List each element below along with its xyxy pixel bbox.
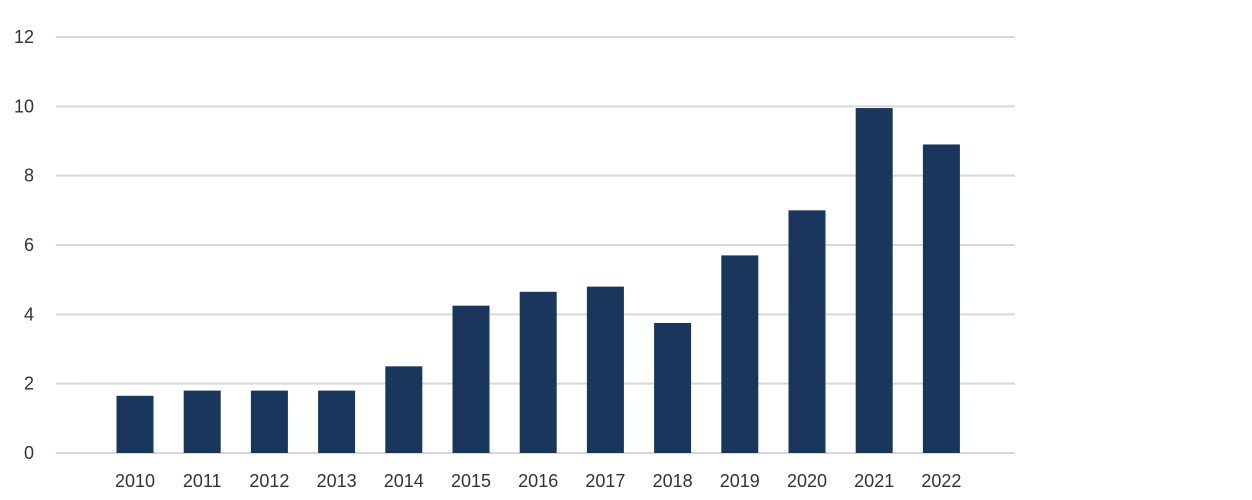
bar-2014: [385, 366, 423, 453]
x-tick-label: 2018: [653, 471, 693, 491]
x-tick-label: 2014: [384, 471, 424, 491]
bar-2012: [250, 390, 288, 453]
x-tick-label: 2010: [115, 471, 155, 491]
x-axis-ticks: 2010 2011 2012 2013 2014 2015 2016 2017 2018 2019…: [115, 471, 961, 491]
x-tick-label: 2015: [451, 471, 491, 491]
bar-2010: [116, 395, 154, 453]
bar-2021: [855, 108, 893, 454]
bars: [116, 108, 960, 454]
y-axis-ticks: 0 2 4 6 8 10 12: [14, 27, 34, 463]
bar-2013: [318, 390, 356, 453]
bar-2020: [788, 210, 826, 453]
x-tick-label: 2021: [854, 471, 894, 491]
bar-2016: [519, 291, 557, 453]
bar-2011: [183, 390, 221, 453]
y-tick-label: 6: [24, 235, 34, 255]
y-tick-label: 8: [24, 166, 34, 186]
y-tick-label: 0: [24, 443, 34, 463]
x-tick-label: 2011: [183, 471, 222, 491]
x-tick-label: 2022: [921, 471, 961, 491]
y-tick-label: 12: [14, 27, 34, 47]
y-tick-label: 4: [24, 304, 34, 324]
x-tick-label: 2016: [518, 471, 558, 491]
bar-2017: [586, 286, 624, 453]
x-tick-label: 2013: [317, 471, 357, 491]
x-tick-label: 2012: [249, 471, 289, 491]
x-tick-label: 2019: [720, 471, 760, 491]
bar-2015: [452, 305, 490, 453]
y-tick-label: 10: [14, 96, 34, 116]
bar-2022: [922, 144, 960, 453]
x-tick-label: 2020: [787, 471, 827, 491]
x-tick-label: 2017: [585, 471, 625, 491]
y-tick-label: 2: [24, 374, 34, 394]
bar-2018: [654, 323, 692, 453]
bar-2019: [721, 255, 759, 453]
